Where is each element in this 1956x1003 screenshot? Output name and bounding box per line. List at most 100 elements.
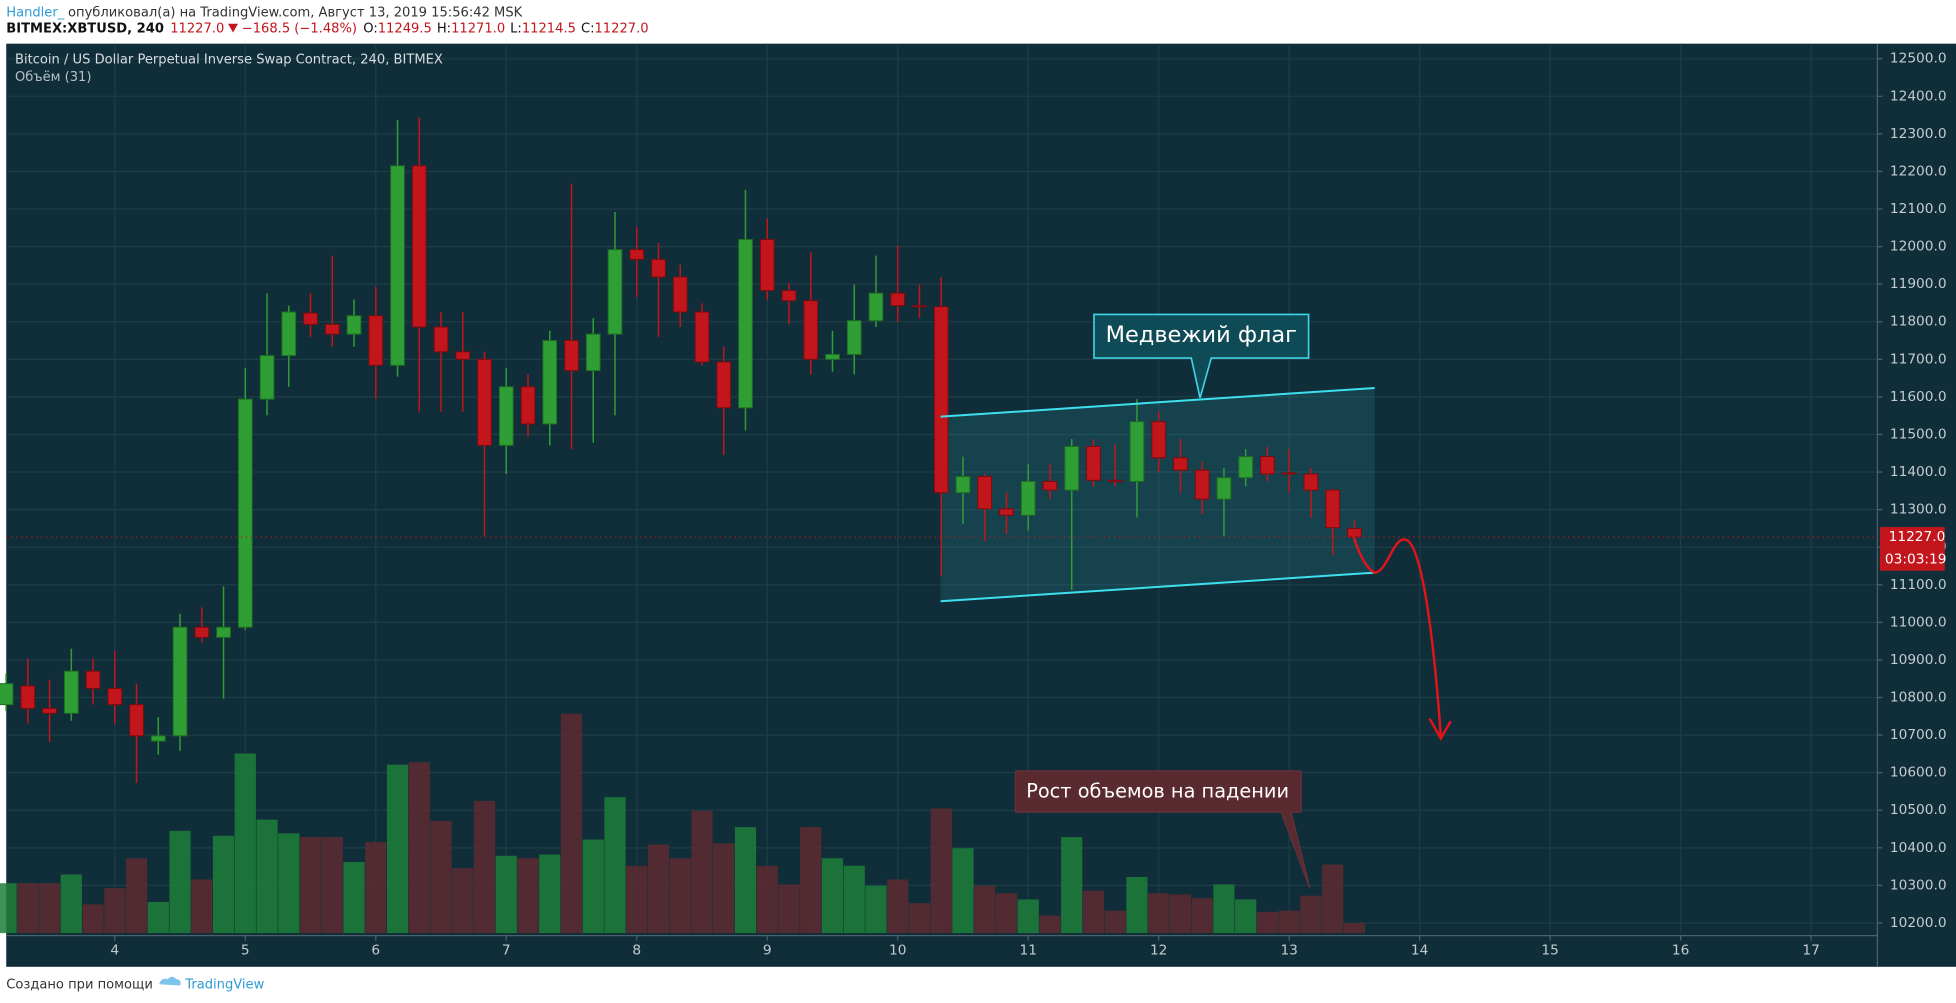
volume-bar (17, 883, 39, 934)
price: 11227.0 (170, 21, 224, 36)
candle-body (303, 312, 318, 325)
candle-body (498, 386, 514, 446)
volume-bar (1169, 894, 1192, 934)
change: −168.5 (−1.48%) (242, 21, 357, 36)
candle-body (629, 249, 645, 260)
volume-bar (1322, 864, 1344, 934)
last-price-label: 11227.0 (1889, 529, 1946, 545)
x-tick-label: 11 (1019, 943, 1036, 959)
channel-fill (940, 387, 1375, 602)
author[interactable]: Handler_ (6, 5, 64, 20)
y-tick-label: 12400.0 (1890, 88, 1947, 104)
ohlc: O:11249.5 H:11271.0 L:11214.5 C:11227.0 (363, 21, 648, 36)
volume-bar (473, 800, 496, 934)
candle-body (520, 386, 536, 425)
y-tick-label: 10700.0 (1890, 727, 1947, 743)
y-tick-label: 11800.0 (1890, 314, 1947, 330)
candle-body (890, 292, 906, 307)
candle-body (368, 315, 384, 366)
volume-bar (212, 835, 235, 934)
volume-bar (147, 901, 169, 934)
candle-body (85, 670, 101, 689)
brand-logo (159, 976, 181, 986)
y-tick-label: 11400.0 (1890, 464, 1947, 480)
down-arrow-icon (228, 23, 239, 33)
x-tick-label: 15 (1541, 943, 1558, 959)
candle-body (564, 340, 579, 372)
candle-body (651, 258, 666, 278)
channel-lower (940, 571, 1375, 603)
volume-bar (365, 842, 387, 934)
candle-body (1042, 480, 1058, 491)
volume-callout (1014, 770, 1311, 889)
ohlc-value: 11214.5 (522, 21, 576, 36)
y-tick-label: 12000.0 (1890, 239, 1947, 255)
volume-bar (865, 885, 887, 934)
y-tick-label: 10200.0 (1890, 915, 1947, 931)
candle-body (912, 305, 927, 308)
volume-bar (256, 819, 278, 934)
volume-bar (1061, 837, 1083, 934)
volume-bar (38, 883, 61, 934)
candle-body (150, 735, 166, 742)
volume-bar (821, 858, 844, 934)
channel-upper (940, 386, 1375, 418)
volume-bar (647, 844, 670, 934)
x-tick-label: 9 (763, 943, 772, 959)
candle-body (977, 476, 993, 510)
footer-text: Создано при помощи (6, 977, 153, 992)
volume-bar (408, 762, 430, 934)
candle-body (868, 292, 884, 322)
volume-bar (604, 797, 626, 934)
x-tick-label: 14 (1411, 943, 1428, 959)
volume-pane (0, 713, 1366, 934)
volume-bar (169, 830, 191, 934)
y-tick-label: 11500.0 (1890, 426, 1947, 442)
volume-bar (1300, 895, 1322, 934)
candle-body (607, 249, 623, 335)
candle-body (259, 355, 275, 400)
candle-body (281, 311, 297, 357)
volume-bar (1104, 910, 1126, 934)
candle-body (585, 333, 601, 372)
candle-body (411, 165, 427, 328)
volume-bar (104, 888, 126, 934)
candle-body (1347, 528, 1362, 538)
volume-label: Рост объемов на падении (1026, 780, 1289, 803)
y-tick-label: 11600.0 (1890, 389, 1947, 405)
candle-body (1238, 456, 1254, 479)
volume-bar (343, 862, 365, 934)
volume-bar (299, 837, 322, 934)
volume-bar (582, 839, 604, 934)
x-tick-label: 17 (1802, 943, 1819, 959)
volume-bar (539, 854, 561, 934)
candle-body (20, 685, 36, 709)
candle-body (194, 626, 210, 638)
volume-title: Объём (31) (15, 70, 92, 85)
candle-body (390, 165, 405, 366)
volume-bar (495, 855, 517, 934)
ohlc-value: 11271.0 (451, 21, 505, 36)
forecast-path (1352, 536, 1443, 737)
volume-bar (626, 865, 648, 934)
flag-callout (1093, 313, 1310, 399)
volume-bar (908, 903, 931, 934)
x-tick-label: 8 (632, 943, 641, 959)
volume-bar (713, 843, 735, 934)
y-tick-label: 11000.0 (1890, 614, 1947, 630)
symbol: BITMEX:XBTUSD, 240 (6, 21, 164, 36)
brand[interactable]: TradingView (184, 977, 264, 992)
candle-body (781, 290, 797, 302)
candle-body (1260, 456, 1275, 475)
candle-body (129, 704, 144, 737)
volume-bar (734, 827, 757, 934)
volume-bar (1126, 876, 1148, 934)
volume-bar (125, 858, 148, 934)
candle-body (933, 306, 949, 494)
candle-body (694, 311, 710, 363)
volume-bar (234, 753, 256, 934)
candle-body (0, 683, 14, 706)
volume-bar (517, 858, 539, 934)
y-tick-label: 10800.0 (1890, 690, 1947, 706)
